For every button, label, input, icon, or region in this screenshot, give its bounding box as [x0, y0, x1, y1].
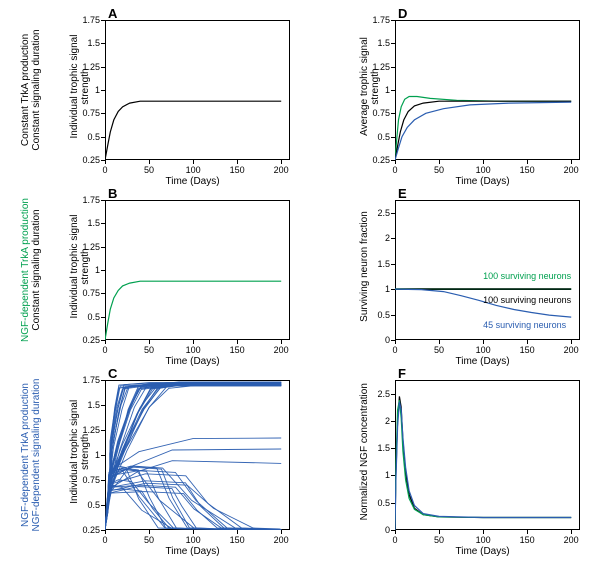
figure-root: A0501001502000.250.50.7511.251.51.75Time… [0, 0, 607, 568]
row-label-line1: Constant TrkA production [20, 5, 31, 175]
row-label-C: NGF-dependent TrkA productionNGF-depende… [20, 370, 42, 540]
row-label-line1: NGF-dependent TrkA production [20, 185, 31, 355]
row-label-B: NGF-dependent TrkA productionConstant si… [20, 185, 42, 355]
row-label-line2: Constant signaling duration [31, 185, 42, 355]
series-line [395, 402, 571, 530]
series-line [395, 396, 571, 530]
panel-F-svg [0, 0, 607, 568]
row-label-line1: NGF-dependent TrkA production [20, 370, 31, 540]
series-line [395, 400, 571, 530]
row-label-line2: NGF-dependent signaling duration [31, 370, 42, 540]
row-label-A: Constant TrkA productionConstant signali… [20, 5, 42, 175]
row-label-line2: Constant signaling duration [31, 5, 42, 175]
